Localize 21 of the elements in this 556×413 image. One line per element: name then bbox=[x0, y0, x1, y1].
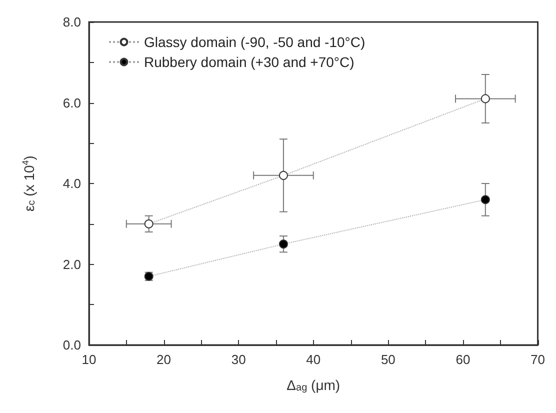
point bbox=[480, 195, 490, 204]
x-tick-label: 40 bbox=[306, 352, 321, 367]
x-axis-title: Δag (μm) bbox=[286, 377, 340, 394]
y-tick-label: 8.0 bbox=[62, 14, 81, 30]
y-axis-title: εc (x 104) bbox=[20, 156, 38, 212]
y-tick-label: 0.0 bbox=[62, 338, 81, 352]
y-tick-label: 6.0 bbox=[62, 95, 81, 110]
point bbox=[278, 170, 288, 180]
point bbox=[144, 219, 154, 228]
x-tick-label: 70 bbox=[530, 352, 546, 367]
legend-label: Rubbery domain (+30 and +70°C) bbox=[144, 54, 354, 70]
y-tick-label: 4.0 bbox=[62, 176, 81, 191]
x-tick-label: 60 bbox=[456, 352, 470, 367]
x-tick-label: 10 bbox=[82, 352, 96, 367]
x-tick-label: 30 bbox=[231, 352, 246, 367]
y-tick-label: 2.0 bbox=[62, 256, 81, 272]
x-tick-label: 50 bbox=[380, 352, 396, 367]
point bbox=[480, 94, 490, 104]
legend-label: Glassy domain (-90, -50 and -10°C) bbox=[144, 34, 366, 50]
point bbox=[278, 240, 288, 249]
x-tick-label: 20 bbox=[156, 352, 172, 367]
